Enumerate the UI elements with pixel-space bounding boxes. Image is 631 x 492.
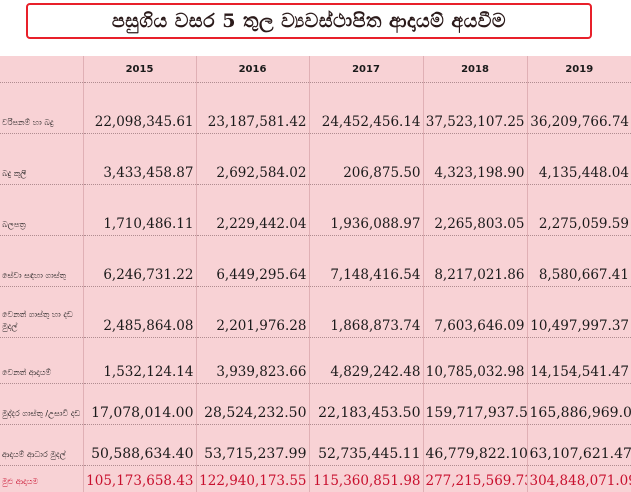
value-cell: 2,485,864.08 <box>83 287 196 338</box>
value-cell: 10,497,997.37 <box>527 287 631 338</box>
row-label: ආදායම් ආධාර මුදල් <box>0 425 83 466</box>
value-cell: 7,603,646.09 <box>423 287 527 338</box>
value-cell: 50,588,634.40 <box>83 425 196 466</box>
row-label: බලපත්‍ර <box>0 185 83 236</box>
value-cell: 2,229,442.04 <box>196 185 309 236</box>
value-cell: 28,524,232.50 <box>196 384 309 425</box>
row-label: වෙනත් ගාස්තු හා දඩ මුදල් <box>0 287 83 338</box>
value-cell: 46,779,822.10 <box>423 425 527 466</box>
value-cell: 3,433,458.87 <box>83 134 196 185</box>
year-header: 2019 <box>527 56 631 83</box>
value-cell: 277,215,569.73 <box>423 466 527 492</box>
year-header: 2015 <box>83 56 196 83</box>
value-cell: 23,187,581.42 <box>196 83 309 134</box>
value-cell: 206,875.50 <box>309 134 423 185</box>
page-title: පසුගිය වසර 5 තුල ව්‍යවස්ථාපිත ආදායම් අයව… <box>112 10 506 32</box>
value-cell: 1,710,486.11 <box>83 185 196 236</box>
header-label-cell <box>0 56 83 83</box>
value-cell: 1,868,873.74 <box>309 287 423 338</box>
value-cell: 4,829,242.48 <box>309 338 423 384</box>
value-cell: 17,078,014.00 <box>83 384 196 425</box>
row-label: සේවා සඳහා ගාස්තු <box>0 236 83 287</box>
value-cell: 115,360,851.98 <box>309 466 423 492</box>
value-cell: 1,532,124.14 <box>83 338 196 384</box>
value-cell: 1,936,088.97 <box>309 185 423 236</box>
value-cell: 304,848,071.09 <box>527 466 631 492</box>
value-cell: 24,452,456.14 <box>309 83 423 134</box>
table-header-row: 2015 2016 2017 2018 2019 <box>0 56 631 83</box>
value-cell: 7,148,416.54 <box>309 236 423 287</box>
value-cell: 4,135,448.04 <box>527 134 631 185</box>
value-cell: 2,275,059.59 <box>527 185 631 236</box>
value-cell: 159,717,937.50 <box>423 384 527 425</box>
value-cell: 53,715,237.99 <box>196 425 309 466</box>
row-label: මුළු ආදායම <box>0 466 83 492</box>
value-cell: 4,323,198.90 <box>423 134 527 185</box>
value-cell: 10,785,032.98 <box>423 338 527 384</box>
value-cell: 2,265,803.05 <box>423 185 527 236</box>
value-cell: 2,201,976.28 <box>196 287 309 338</box>
value-cell: 165,886,969.00 <box>527 384 631 425</box>
value-cell: 22,098,345.61 <box>83 83 196 134</box>
value-cell: 36,209,766.74 <box>527 83 631 134</box>
value-cell: 122,940,173.55 <box>196 466 309 492</box>
row-label: මුද්දර ගාස්තු /උසාවි දඩ <box>0 384 83 425</box>
year-header: 2018 <box>423 56 527 83</box>
value-cell: 37,523,107.25 <box>423 83 527 134</box>
value-cell: 22,183,453.50 <box>309 384 423 425</box>
revenue-table: 2015 2016 2017 2018 2019 වරිපනම් හා බදු2… <box>0 56 631 492</box>
row-label: බදු කුලී <box>0 134 83 185</box>
row-label: වෙනත් ආදායම් <box>0 338 83 384</box>
value-cell: 14,154,541.47 <box>527 338 631 384</box>
value-cell: 52,735,445.11 <box>309 425 423 466</box>
year-header: 2016 <box>196 56 309 83</box>
value-cell: 3,939,823.66 <box>196 338 309 384</box>
value-cell: 105,173,658.43 <box>83 466 196 492</box>
value-cell: 8,217,021.86 <box>423 236 527 287</box>
value-cell: 63,107,621.47 <box>527 425 631 466</box>
value-cell: 6,246,731.22 <box>83 236 196 287</box>
value-cell: 8,580,667.41 <box>527 236 631 287</box>
title-box: පසුගිය වසර 5 තුල ව්‍යවස්ථාපිත ආදායම් අයව… <box>26 3 592 39</box>
year-header: 2017 <box>309 56 423 83</box>
value-cell: 6,449,295.64 <box>196 236 309 287</box>
row-label: වරිපනම් හා බදු <box>0 83 83 134</box>
value-cell: 2,692,584.02 <box>196 134 309 185</box>
